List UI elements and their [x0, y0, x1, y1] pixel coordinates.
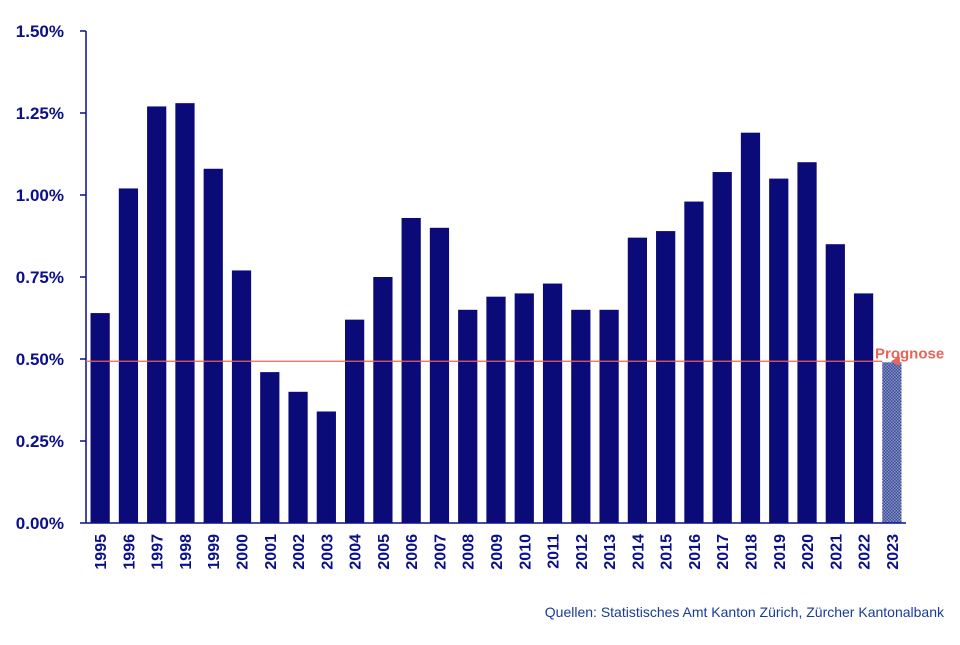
bar-2015 [656, 231, 676, 523]
y-tick-label: 0.75% [16, 268, 64, 287]
bar-2005 [373, 277, 393, 523]
bar-2014 [627, 237, 647, 523]
x-tick-label: 2021 [828, 534, 845, 570]
bars [90, 103, 902, 524]
bar-2001 [260, 372, 280, 523]
x-tick-label: 2023 [885, 534, 902, 570]
forecast-arrow-icon [890, 356, 900, 367]
bar-2020 [797, 162, 817, 523]
x-tick-label: 2008 [461, 534, 478, 570]
x-tick-label: 2019 [772, 534, 789, 570]
bar-2011 [542, 283, 563, 523]
source-note: Quellen: Statistisches Amt Kanton Zürich… [544, 604, 944, 620]
x-tick-label: 2022 [857, 534, 874, 570]
y-tick-label: 1.50% [16, 22, 64, 41]
bar-1998 [175, 103, 195, 523]
bar-1997 [147, 106, 167, 523]
y-tick-label: 1.00% [16, 186, 64, 205]
x-tick-label: 2007 [432, 534, 449, 570]
bar-1995 [90, 313, 110, 523]
bar-2010 [514, 293, 534, 523]
bar-2002 [288, 391, 308, 523]
y-axis: 0.00% 0.25% 0.50% 0.75% 1.00% 1.25% 1.50% [16, 22, 87, 533]
x-tick-label: 2001 [263, 534, 280, 570]
x-tick-label: 2006 [404, 534, 421, 570]
bar-2004 [345, 319, 365, 523]
bar-2019 [769, 178, 789, 523]
y-tick-label: 0.50% [16, 350, 64, 369]
x-tick-label: 1999 [206, 534, 223, 570]
x-tick-label: 2010 [517, 534, 534, 570]
bar-2003 [316, 411, 336, 523]
x-tick-label: 2009 [489, 534, 506, 570]
x-tick-label: 2011 [546, 534, 563, 569]
x-tick-label: 2004 [348, 534, 365, 570]
bar-forecast-2023 [882, 362, 902, 523]
forecast-label: Prognose [875, 345, 944, 362]
x-tick-label: 2015 [659, 534, 676, 570]
y-tick-label: 0.00% [16, 514, 64, 533]
x-tick-label: 2020 [800, 534, 817, 570]
bar-2013 [599, 309, 619, 523]
x-tick-label: 1996 [121, 534, 138, 570]
bar-1996 [118, 188, 139, 523]
x-tick-label: 2018 [743, 534, 760, 570]
x-axis: 1995 1996 1997 1998 1999 2000 2001 2002 2003 2004… [86, 522, 906, 570]
bar-2006 [401, 217, 421, 523]
x-tick-label: 1998 [178, 534, 195, 570]
x-tick-label: 2003 [319, 534, 336, 570]
y-tick-label: 1.25% [16, 104, 64, 123]
bar-2021 [825, 244, 845, 523]
bar-1999 [203, 168, 223, 523]
x-tick-label: 2017 [715, 534, 732, 570]
x-tick-label: 1995 [93, 534, 110, 570]
x-tick-label: 2014 [630, 534, 647, 570]
x-tick-label: 2005 [376, 534, 393, 570]
x-tick-label: 1997 [150, 534, 167, 570]
bar-2012 [571, 309, 591, 523]
bar-2022 [853, 293, 874, 523]
bar-2016 [684, 201, 704, 523]
x-tick-label: 2016 [687, 534, 704, 570]
x-tick-label: 2012 [574, 534, 591, 570]
y-tick-label: 0.25% [16, 432, 64, 451]
bar-2007 [429, 227, 450, 524]
bar-2008 [458, 309, 478, 523]
bar-2017 [712, 172, 732, 524]
bar-2000 [231, 270, 252, 523]
bar-2009 [486, 296, 506, 523]
forecast-marker: Prognose [86, 345, 944, 367]
x-tick-label: 2002 [291, 534, 308, 570]
x-tick-label: 2013 [602, 534, 619, 570]
x-tick-label: 2000 [235, 534, 252, 570]
bar-2018 [740, 132, 761, 523]
